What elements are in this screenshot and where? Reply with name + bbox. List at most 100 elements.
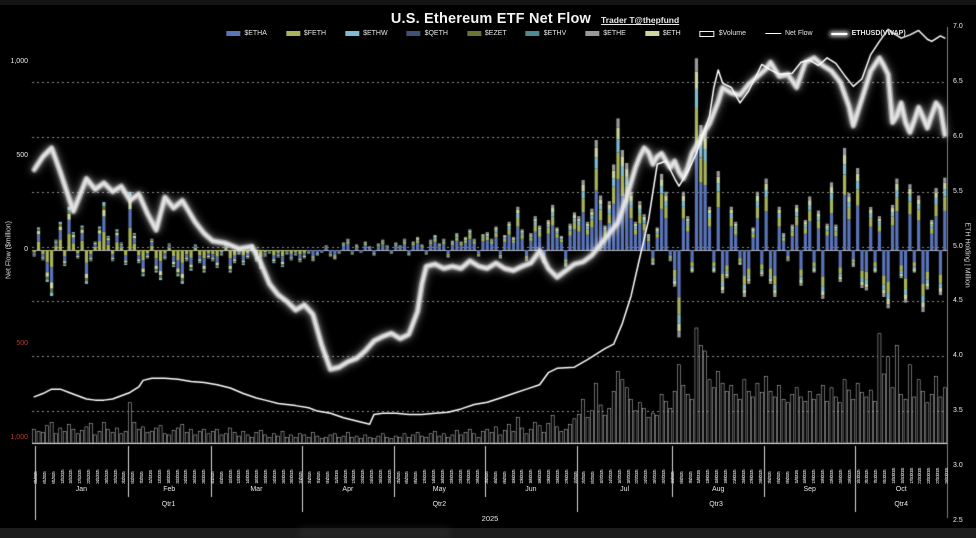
x-date-label: 23/10/2025 bbox=[926, 468, 932, 484]
x-date-label: 9/4/2025 bbox=[325, 471, 331, 484]
x-month-label: Jul bbox=[620, 486, 630, 493]
x-month-label: Feb bbox=[163, 486, 176, 493]
title-row: U.S. Ethereum ETF Net Flow Trader T@thep… bbox=[391, 11, 679, 27]
x-date-label: 23/9/2025 bbox=[829, 469, 835, 484]
x-date-label: 13/8/2025 bbox=[705, 469, 711, 484]
x-date-label: 26/3/2025 bbox=[280, 469, 286, 484]
x-date-label: 27/6/2025 bbox=[563, 469, 569, 484]
x-quarter-label: Qtr1 bbox=[161, 501, 176, 508]
color-swatch-icon bbox=[585, 31, 600, 36]
x-date-label: 9/10/2025 bbox=[882, 469, 888, 484]
hollow-box-icon bbox=[699, 30, 715, 37]
legend-label: $ETHW bbox=[363, 30, 388, 37]
x-date-label: 17/9/2025 bbox=[811, 469, 817, 484]
right-tick-label: 3.0 bbox=[953, 461, 963, 469]
glow-line-icon bbox=[831, 32, 848, 35]
legend-label: $Volume bbox=[718, 30, 746, 37]
x-date-label: 22/5/2025 bbox=[457, 469, 463, 484]
left-tick-label: 0 bbox=[24, 246, 28, 253]
left-tick-label: 1,000 bbox=[10, 434, 28, 441]
color-swatch-icon bbox=[525, 31, 540, 36]
x-date-label: 15/1/2025 bbox=[68, 469, 74, 484]
top-edge-strip bbox=[0, 0, 976, 5]
left-tick-label: 1,000 bbox=[10, 58, 28, 65]
x-date-label: 20/3/2025 bbox=[263, 469, 269, 484]
x-date-label: 11/2/2025 bbox=[148, 470, 154, 484]
background-smudge bbox=[300, 529, 450, 537]
x-date-label: 18/7/2025 bbox=[625, 469, 631, 484]
right-tick-label: 4.5 bbox=[953, 297, 963, 305]
x-date-label: 29/5/2025 bbox=[475, 469, 481, 484]
x-axis-year-label: 2025 bbox=[481, 514, 499, 523]
x-date-label: 15/4/2025 bbox=[342, 469, 348, 484]
x-date-label: 2/1/2025 bbox=[33, 471, 39, 484]
x-date-label: 1/7/2025 bbox=[572, 471, 578, 484]
x-date-label: 29/9/2025 bbox=[847, 469, 852, 484]
x-date-label: 28/2/2025 bbox=[201, 469, 207, 484]
x-date-label: 25/6/2025 bbox=[555, 469, 561, 484]
x-date-label: 4/6/2025 bbox=[493, 471, 499, 484]
x-date-label: 19/9/2025 bbox=[820, 469, 826, 484]
x-date-label: 25/8/2025 bbox=[740, 469, 746, 484]
x-date-label: 22/7/2025 bbox=[634, 469, 640, 484]
x-date-label: 10/6/2025 bbox=[510, 469, 516, 484]
legend-label: ETHUSD(VWAP) bbox=[851, 30, 906, 37]
x-date-label: 8/5/2025 bbox=[413, 471, 419, 484]
right-tick-label: 2.5 bbox=[953, 516, 963, 524]
right-tick-label: 7.0 bbox=[953, 23, 963, 31]
x-quarter-label: Qtr3 bbox=[709, 501, 723, 508]
x-date-label: 25/9/2025 bbox=[838, 469, 844, 484]
x-date-label: 28/7/2025 bbox=[652, 469, 658, 484]
legend-item--eth: $ETH bbox=[644, 30, 681, 37]
x-date-label: 6/3/2025 bbox=[219, 471, 224, 484]
legend-item--ezet: $EZET bbox=[466, 30, 507, 37]
x-quarter-label: Qtr4 bbox=[894, 501, 909, 508]
x-date-label: 22/1/2025 bbox=[86, 469, 92, 484]
x-date-label: 18/6/2025 bbox=[537, 469, 543, 484]
legend-item-net-flow: Net Flow bbox=[764, 30, 813, 37]
x-date-label: 24/1/2025 bbox=[95, 469, 101, 484]
x-date-label: 16/6/2025 bbox=[528, 469, 534, 484]
right-tick-label: 3.5 bbox=[953, 407, 963, 415]
x-date-label: 17/10/2025 bbox=[908, 468, 914, 484]
x-date-label: 27/10/2025 bbox=[935, 468, 941, 484]
x-date-label: 12/3/2025 bbox=[236, 469, 242, 484]
x-date-label: 10/7/2025 bbox=[599, 469, 605, 484]
x-date-label: 17/1/2025 bbox=[77, 469, 83, 484]
x-date-label: 23/6/2025 bbox=[546, 469, 552, 484]
x-date-label: 7/2/2025 bbox=[139, 471, 145, 484]
x-date-label: 15/10/2025 bbox=[900, 468, 906, 484]
x-date-label: 24/3/2025 bbox=[272, 469, 278, 484]
x-month-label: Jan bbox=[75, 486, 88, 493]
right-tick-label: 6.5 bbox=[953, 78, 963, 85]
legend-item--ethw: $ETHW bbox=[345, 30, 388, 37]
color-swatch-icon bbox=[406, 31, 421, 36]
x-date-label: 22/4/2025 bbox=[360, 469, 366, 484]
x-date-label: 8/1/2025 bbox=[50, 471, 56, 484]
color-swatch-icon bbox=[345, 31, 360, 36]
x-date-label: 3/10/2025 bbox=[864, 469, 870, 484]
legend-label: $FETH bbox=[303, 30, 327, 37]
legend-item--etha: $ETHA bbox=[226, 30, 267, 37]
attribution-link[interactable]: Trader T@thepfund bbox=[600, 15, 680, 25]
color-swatch-icon bbox=[644, 31, 659, 36]
x-date-label: 9/9/2025 bbox=[785, 471, 791, 484]
x-date-label: 6/1/2025 bbox=[42, 471, 48, 484]
x-date-label: 11/4/2025 bbox=[334, 470, 339, 484]
legend-label: $ETHV bbox=[543, 30, 567, 37]
x-date-label: 18/2/2025 bbox=[165, 469, 171, 484]
x-date-label: 5/2/2025 bbox=[130, 471, 136, 484]
x-date-label: 5/9/2025 bbox=[776, 471, 782, 484]
page-title: U.S. Ethereum ETF Net Flow bbox=[390, 11, 591, 27]
x-month-label: May bbox=[432, 486, 446, 493]
legend-label: $ETHA bbox=[244, 30, 267, 37]
x-date-label: 15/9/2025 bbox=[802, 469, 808, 484]
x-date-label: 24/4/2025 bbox=[369, 469, 375, 484]
x-date-label: 1/10/2025 bbox=[855, 469, 861, 484]
bottom-edge-strip bbox=[0, 528, 976, 538]
x-date-label: 10/3/2025 bbox=[227, 469, 233, 484]
x-date-label: 2/6/2025 bbox=[484, 471, 490, 484]
x-date-label: 30/7/2025 bbox=[661, 469, 667, 484]
